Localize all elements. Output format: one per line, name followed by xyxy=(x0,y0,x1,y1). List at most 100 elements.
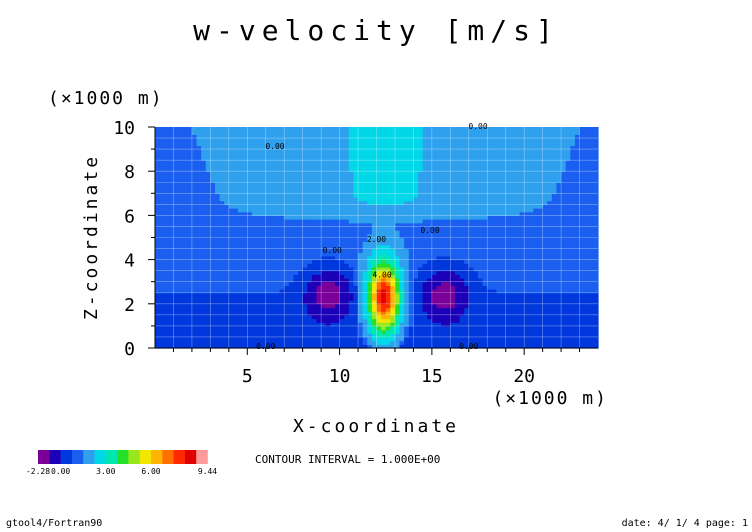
field-cell xyxy=(274,303,281,309)
field-cell xyxy=(284,325,290,331)
field-cell xyxy=(182,300,188,305)
field-cell xyxy=(376,189,382,194)
field-cell xyxy=(279,171,285,176)
field-cell xyxy=(487,200,493,205)
field-cell xyxy=(528,300,534,305)
field-cell xyxy=(491,263,498,268)
field-cell xyxy=(510,266,516,272)
field-cell xyxy=(187,303,193,309)
field-cell xyxy=(422,325,428,331)
field-cell xyxy=(270,266,276,272)
field-cell xyxy=(487,196,493,202)
field-cell xyxy=(362,182,368,187)
field-cell xyxy=(214,204,221,209)
field-cell xyxy=(344,134,350,139)
field-cell xyxy=(233,156,239,161)
field-cell xyxy=(210,145,216,150)
field-cell xyxy=(427,318,433,323)
field-cell xyxy=(339,296,345,301)
field-cell xyxy=(501,314,507,320)
field-cell xyxy=(528,145,534,150)
field-cell xyxy=(353,163,359,169)
field-cell xyxy=(228,182,235,187)
field-cell xyxy=(274,340,281,345)
field-cell xyxy=(279,296,285,301)
field-cell xyxy=(339,255,345,261)
field-cell xyxy=(491,248,498,253)
field-cell xyxy=(261,270,267,275)
field-cell xyxy=(441,344,447,349)
field-cell xyxy=(274,141,281,147)
field-cell xyxy=(316,278,322,283)
field-cell xyxy=(418,259,424,264)
field-cell xyxy=(168,141,175,147)
field-cell xyxy=(214,215,221,220)
field-cell xyxy=(394,200,401,205)
field-cell xyxy=(445,130,451,135)
field-cell xyxy=(422,307,428,312)
field-cell xyxy=(459,325,465,331)
field-cell xyxy=(173,134,179,139)
field-cell xyxy=(385,219,391,224)
field-cell xyxy=(533,322,539,327)
field-cell xyxy=(251,318,258,323)
field-cell xyxy=(164,340,170,345)
field-cell xyxy=(344,167,350,172)
field-cell xyxy=(367,200,373,205)
field-cell xyxy=(247,230,253,235)
field-cell xyxy=(519,230,525,235)
field-cell xyxy=(459,248,465,253)
field-cell xyxy=(168,248,175,253)
field-cell xyxy=(155,307,161,312)
field-cell xyxy=(450,138,456,143)
field-cell xyxy=(164,204,170,209)
field-cell xyxy=(496,255,502,261)
field-cell xyxy=(524,296,530,301)
field-cell xyxy=(288,185,295,191)
field-cell xyxy=(228,322,235,327)
field-cell xyxy=(427,219,433,224)
field-cell xyxy=(436,182,442,187)
field-cell xyxy=(279,208,285,213)
y-axis-label: Z-coordinate xyxy=(81,154,102,320)
field-cell xyxy=(404,285,410,290)
field-cell xyxy=(427,160,433,165)
field-cell xyxy=(445,336,451,342)
field-cell xyxy=(325,138,331,143)
field-cell xyxy=(362,219,368,224)
field-cell xyxy=(251,174,258,180)
field-cell xyxy=(450,292,456,298)
field-cell xyxy=(311,174,318,180)
field-cell xyxy=(496,134,502,139)
field-cell xyxy=(482,307,488,312)
field-cell xyxy=(159,171,165,176)
field-cell xyxy=(279,215,285,220)
field-cell xyxy=(362,244,368,250)
field-cell xyxy=(233,196,239,202)
field-cell xyxy=(514,322,521,327)
field-cell xyxy=(293,266,299,272)
field-cell xyxy=(302,196,308,202)
field-cell xyxy=(219,149,225,154)
field-cell xyxy=(173,307,179,312)
field-cell xyxy=(459,208,465,213)
field-cell xyxy=(247,167,253,172)
field-cell xyxy=(311,156,318,161)
field-cell xyxy=(482,292,488,298)
field-cell xyxy=(344,237,350,242)
field-cell xyxy=(528,222,534,228)
field-cell xyxy=(344,127,350,132)
field-cell xyxy=(431,163,438,169)
field-cell xyxy=(214,241,221,246)
field-cell xyxy=(399,322,405,327)
field-cell xyxy=(228,160,235,165)
field-cell xyxy=(491,226,498,231)
field-cell xyxy=(311,340,318,345)
field-cell xyxy=(533,274,539,279)
field-cell xyxy=(371,222,378,228)
field-cell xyxy=(358,149,364,154)
field-cell xyxy=(478,322,484,327)
field-cell xyxy=(441,211,447,216)
field-cell xyxy=(224,152,230,158)
field-cell xyxy=(178,156,184,161)
